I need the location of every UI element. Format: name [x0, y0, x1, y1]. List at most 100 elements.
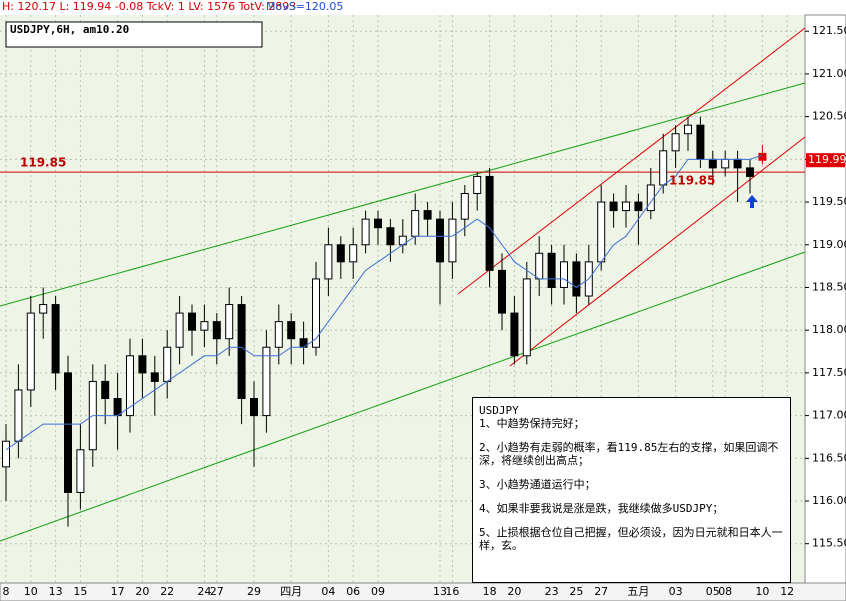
candle-body [522, 278, 531, 357]
candle-body [374, 218, 382, 229]
candle-body [696, 124, 705, 160]
candle-body [659, 150, 668, 186]
candle-body [349, 244, 358, 263]
candle-body [312, 278, 320, 348]
candle-body [560, 261, 568, 288]
header: H: 120.17 L: 119.94 -0.08 TckV: 1 LV: 15… [2, 0, 296, 13]
candle-body [163, 346, 172, 382]
candle-body [386, 227, 395, 246]
x-tick-label: 03 [669, 585, 683, 598]
candle-body [423, 210, 432, 220]
y-tick-label: 120.50 [812, 110, 846, 123]
candle-body [14, 389, 23, 442]
moving-average [5, 154, 763, 451]
y-tick-label: 116.50 [812, 451, 846, 464]
x-tick-label: 25 [569, 585, 583, 598]
candle-body [721, 158, 730, 169]
x-tick-label: 17 [111, 585, 125, 598]
y-tick-label: 121.50 [812, 24, 846, 37]
candle-body [684, 124, 692, 135]
x-tick-label: 05 [706, 585, 720, 598]
y-tick-label: 115.50 [812, 537, 846, 550]
arrow [746, 195, 758, 208]
candle-body [250, 398, 258, 417]
candle-body [436, 218, 444, 263]
x-axis-bg [0, 582, 846, 601]
candle-body [262, 346, 271, 417]
candle-body [101, 380, 110, 400]
candle-body [287, 321, 296, 340]
note-line: 5、止损根据仓位自己把握，但必须设，因为日元就和日本人一样，玄。 [479, 526, 783, 552]
note-box: USDJPY 1、中趋势保持完好； 2、小趋势有走弱的概率，看119.85左右的支… [472, 397, 791, 583]
x-tick-label: 06 [346, 585, 360, 598]
candle-body [634, 201, 643, 212]
trend-line [0, 251, 806, 542]
x-tick-label: 29 [247, 585, 261, 598]
x-tick-label: 27 [210, 585, 224, 598]
candle-body [448, 218, 457, 263]
x-tick-label: 18 [483, 585, 497, 598]
candle-body [746, 167, 754, 177]
candle-body [150, 372, 159, 382]
y-tick-label: 117.00 [812, 409, 846, 422]
x-tick-label: 13 [49, 585, 63, 598]
level-label: 119.85 [669, 174, 715, 188]
candle-body [646, 184, 655, 212]
candle-body [411, 210, 420, 237]
x-tick-label: 10 [755, 585, 769, 598]
x-tick-label: 四月 [280, 585, 302, 598]
candle-body [460, 193, 469, 220]
x-tick-label: 23 [545, 585, 559, 598]
candle-body [324, 244, 333, 280]
candle-body [733, 158, 742, 169]
candle-body [708, 158, 717, 169]
candle-body [597, 201, 606, 263]
price-label: 119.99 [808, 153, 846, 166]
x-tick-label: 09 [371, 585, 385, 598]
candle-body [76, 449, 85, 493]
symbol-label: USDJPY,6H, am10.20 [10, 23, 129, 36]
channel-line [457, 27, 806, 295]
header-ma: MovS=120.05 [266, 0, 343, 13]
x-tick-label: 22 [160, 585, 174, 598]
x-tick-label: 16 [445, 585, 459, 598]
candle-body [336, 244, 345, 263]
x-tick-label: 15 [73, 585, 87, 598]
candle-body [572, 261, 581, 297]
note-line: 4、如果非要我说是涨是跌，我继续做多USDJPY； [479, 502, 724, 515]
candle-body [64, 372, 72, 493]
candle-body [485, 175, 494, 271]
candle-body [671, 133, 680, 152]
candle-body [188, 312, 196, 331]
candle-body [237, 304, 246, 400]
candle-body [126, 355, 134, 417]
y-axis-bg [804, 14, 846, 601]
y-tick-label: 118.50 [812, 280, 846, 293]
x-tick-label: 20 [135, 585, 149, 598]
x-tick-label: 10 [24, 585, 38, 598]
x-tick-label: 12 [780, 585, 794, 598]
candle-body [138, 355, 147, 374]
candle-body [510, 312, 519, 357]
note-line: 3、小趋势通道运行中； [479, 478, 596, 491]
symbol-box [5, 21, 263, 48]
x-tick-label: 27 [594, 585, 608, 598]
candle-body [175, 312, 184, 348]
candle-body [51, 304, 60, 374]
note-line: 1、中趋势保持完好； [479, 417, 585, 430]
candle-body [498, 269, 506, 314]
candle-body [547, 252, 556, 288]
candle-body [274, 321, 283, 348]
x-tick-label: 08 [718, 585, 732, 598]
x-tick-label: 13 [433, 585, 447, 598]
note-title: USDJPY [479, 404, 519, 417]
candle-body [225, 304, 234, 340]
price-box [806, 153, 845, 168]
candle-body [113, 398, 122, 417]
y-tick-label: 117.50 [812, 366, 846, 379]
candle-body [622, 201, 630, 212]
candle-body [609, 201, 618, 212]
candle-body [361, 218, 370, 246]
note-line: 2、小趋势有走弱的概率，看119.85左右的支撑，如果回调不深，将继续创出高点； [479, 441, 779, 467]
